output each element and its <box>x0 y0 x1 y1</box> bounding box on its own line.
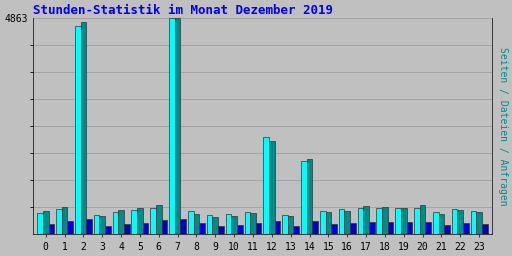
Bar <box>162 220 167 234</box>
Bar <box>188 211 194 234</box>
Bar <box>376 208 382 234</box>
Bar <box>282 215 288 234</box>
Bar <box>357 208 363 234</box>
Bar <box>288 216 293 234</box>
Bar <box>156 205 162 234</box>
Bar <box>194 214 199 234</box>
Bar <box>49 223 54 234</box>
Bar <box>207 215 212 234</box>
Bar <box>218 226 224 234</box>
Bar <box>274 221 280 234</box>
Bar <box>293 226 299 234</box>
Bar <box>463 223 468 234</box>
Bar <box>132 210 137 234</box>
Bar <box>433 212 439 234</box>
Y-axis label: Seiten / Dateien / Anfragen: Seiten / Dateien / Anfragen <box>498 47 508 206</box>
Bar <box>86 219 92 234</box>
Bar <box>269 141 274 234</box>
Bar <box>395 208 401 234</box>
Bar <box>425 222 431 234</box>
Bar <box>212 217 218 234</box>
Bar <box>350 223 356 234</box>
Bar <box>312 221 318 234</box>
Bar <box>99 216 105 234</box>
Bar <box>94 215 99 234</box>
Bar <box>143 223 148 234</box>
Bar <box>457 210 463 234</box>
Bar <box>37 213 43 234</box>
Bar <box>326 212 331 234</box>
Bar <box>414 208 420 234</box>
Bar <box>68 221 73 234</box>
Bar <box>444 225 450 234</box>
Bar <box>169 18 175 234</box>
Bar <box>369 222 374 234</box>
Bar <box>320 211 326 234</box>
Bar <box>137 208 143 234</box>
Bar <box>56 209 62 234</box>
Bar <box>43 211 49 234</box>
Bar <box>439 214 444 234</box>
Bar <box>339 209 345 234</box>
Bar <box>245 211 250 234</box>
Bar <box>331 224 337 234</box>
Bar <box>345 211 350 234</box>
Bar <box>301 161 307 234</box>
Bar <box>75 26 80 234</box>
Bar <box>407 222 412 234</box>
Bar <box>256 223 262 234</box>
Bar <box>388 222 393 234</box>
Bar <box>476 212 482 234</box>
Text: Stunden-Statistik im Monat Dezember 2019: Stunden-Statistik im Monat Dezember 2019 <box>33 4 332 17</box>
Bar <box>250 213 256 234</box>
Bar <box>263 137 269 234</box>
Bar <box>226 214 231 234</box>
Bar <box>199 223 205 234</box>
Bar <box>420 205 425 234</box>
Bar <box>307 159 312 234</box>
Bar <box>151 208 156 234</box>
Bar <box>175 18 180 234</box>
Bar <box>124 225 130 234</box>
Bar <box>482 223 487 234</box>
Bar <box>471 211 476 234</box>
Bar <box>180 219 186 234</box>
Bar <box>105 226 111 234</box>
Bar <box>113 212 118 234</box>
Bar <box>382 207 388 234</box>
Bar <box>231 216 237 234</box>
Bar <box>118 210 124 234</box>
Bar <box>452 209 457 234</box>
Bar <box>237 225 243 234</box>
Bar <box>62 207 68 234</box>
Bar <box>363 206 369 234</box>
Bar <box>401 208 407 234</box>
Bar <box>80 22 86 234</box>
